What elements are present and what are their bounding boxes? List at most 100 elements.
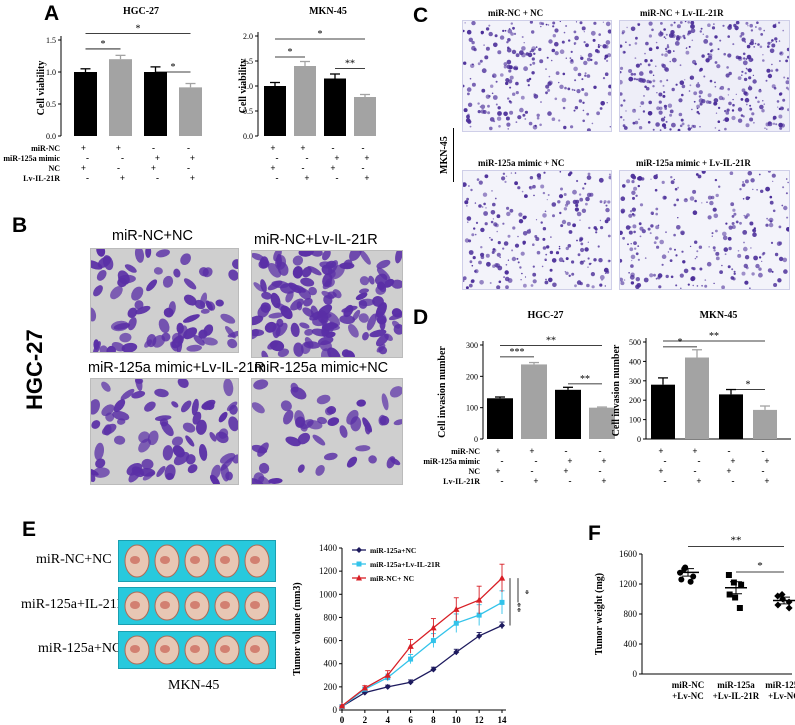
stained-cell	[718, 129, 721, 131]
stained-cell	[110, 285, 123, 300]
stained-cell	[705, 100, 710, 104]
stained-cell	[762, 59, 765, 62]
panel-label-f: F	[588, 522, 601, 545]
stained-cell	[633, 73, 637, 76]
stained-cell	[183, 294, 197, 306]
stained-cell	[669, 247, 672, 251]
stained-cell	[776, 241, 782, 246]
stained-cell	[555, 71, 560, 75]
stained-cell	[391, 279, 402, 289]
stained-cell	[696, 110, 700, 114]
stained-cell	[664, 47, 668, 51]
stained-cell	[692, 210, 698, 215]
stained-cell	[679, 273, 684, 278]
stained-cell	[469, 125, 472, 128]
stained-cell	[322, 251, 331, 261]
stained-cell	[587, 266, 589, 268]
stained-cell	[182, 314, 200, 323]
stained-cell	[673, 50, 675, 52]
stained-cell	[628, 43, 631, 47]
stained-cell	[542, 227, 547, 231]
stained-cell	[660, 22, 663, 25]
stained-cell	[542, 237, 546, 241]
stained-cell	[766, 217, 768, 220]
stained-cell	[502, 172, 506, 175]
stained-cell	[350, 416, 362, 432]
stained-cell	[712, 207, 717, 212]
y-tick-label: 100	[629, 416, 641, 425]
data-point	[476, 632, 483, 639]
stained-cell	[693, 100, 696, 103]
y-axis-label: Cell viability	[238, 59, 249, 114]
condition-sign: +	[696, 476, 701, 486]
stained-cell	[294, 410, 305, 427]
stained-cell	[621, 30, 626, 34]
stained-cell	[170, 341, 179, 352]
stained-cell	[746, 44, 751, 49]
stained-cell	[655, 122, 660, 127]
stained-cell	[659, 239, 664, 245]
stained-cell	[723, 52, 726, 56]
stained-cell	[488, 262, 490, 264]
stained-cell	[582, 109, 585, 112]
stained-cell	[730, 202, 735, 207]
stained-cell	[315, 465, 325, 476]
stained-cell	[639, 105, 641, 108]
y-tick-label: 1.5	[243, 57, 253, 66]
stained-cell	[674, 187, 678, 191]
condition-sign: +	[304, 173, 309, 183]
stained-cell	[574, 106, 579, 110]
stained-cell	[777, 278, 782, 283]
stained-cell	[496, 285, 501, 289]
stained-cell	[652, 74, 655, 76]
stained-cell	[745, 58, 748, 60]
stained-cell	[626, 26, 628, 29]
stained-cell	[377, 281, 385, 291]
micro-c-4	[619, 170, 790, 290]
stained-cell	[692, 284, 694, 287]
stained-cell	[339, 425, 348, 438]
condition-sign: -	[535, 456, 538, 466]
stained-cell	[622, 184, 626, 188]
stained-cell	[91, 307, 97, 322]
significance-label: *	[519, 590, 530, 595]
stained-cell	[670, 176, 673, 179]
stained-cell	[714, 81, 716, 84]
stained-cell	[349, 251, 362, 261]
stained-cell	[292, 255, 304, 266]
stained-cell	[91, 260, 103, 270]
stained-cell	[685, 198, 687, 200]
data-point	[785, 604, 793, 612]
stained-cell	[724, 253, 727, 256]
stained-cell	[572, 199, 578, 205]
stained-cell	[578, 99, 583, 103]
stained-cell	[145, 249, 152, 258]
significance-label: **	[345, 59, 355, 70]
caption-b-2: miR-NC+Lv-IL-21R	[254, 232, 378, 248]
stained-cell	[737, 250, 740, 252]
stained-cell	[507, 278, 513, 283]
stained-cell	[787, 55, 789, 59]
group-label: +Lv-NC	[672, 691, 704, 701]
stained-cell	[593, 85, 597, 90]
stained-cell	[747, 68, 752, 73]
bar	[294, 66, 316, 136]
stained-cell	[609, 126, 611, 128]
stained-cell	[758, 173, 761, 176]
stained-cell	[743, 91, 748, 95]
stained-cell	[633, 186, 638, 191]
x-tick-label: 10	[452, 715, 462, 725]
stained-cell	[490, 238, 493, 241]
stained-cell	[656, 245, 660, 249]
stained-cell	[183, 327, 198, 340]
stained-cell	[487, 104, 490, 108]
stained-cell	[709, 79, 713, 83]
stained-cell	[631, 207, 636, 212]
stained-cell	[545, 278, 547, 281]
condition-sign: +	[764, 456, 769, 466]
stained-cell	[383, 278, 395, 288]
y-tick-label: 0	[637, 435, 641, 444]
stained-cell	[635, 252, 639, 256]
stained-cell	[587, 241, 589, 243]
